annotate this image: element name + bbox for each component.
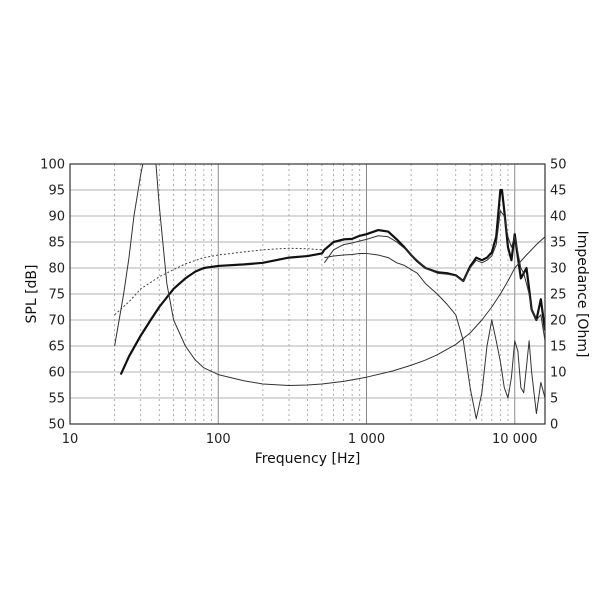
right-y-tick-label: 30 [550,262,567,277]
left-y-tick-label: 65 [48,340,65,355]
right-y-tick-label: 40 [550,210,567,225]
right-y-tick-label: 50 [550,158,567,173]
right-y-tick-label: 20 [550,314,567,329]
spl-curve-1 [323,210,545,341]
left-y-tick-label: 100 [40,158,65,173]
left-y-tick-label: 55 [48,392,65,407]
spl-curve-3 [114,247,322,316]
left-y-tick-label: 75 [48,288,65,303]
impedance-curve-4 [114,164,545,387]
right-y-tick-label: 35 [550,236,567,251]
spl-curve-2 [324,252,545,420]
right-y-tick-label: 10 [550,366,567,381]
right-y-axis-label: Impedance [Ohm] [574,231,590,358]
x-axis-label: Frequency [Hz] [255,451,361,467]
left-y-tick-label: 90 [48,210,65,225]
right-y-tick-label: 25 [550,288,567,303]
right-y-tick-label: 0 [550,418,558,433]
left-y-tick-label: 85 [48,236,65,251]
left-y-tick-label: 80 [48,262,65,277]
spl-curve-0 [119,188,545,376]
right-y-tick-label: 5 [550,392,558,407]
x-tick-label: 100 [206,432,231,447]
left-y-tick-label: 60 [48,366,65,381]
left-y-tick-label: 70 [48,314,65,329]
left-y-tick-label: 50 [48,418,65,433]
chart-series-layer [114,164,545,420]
left-y-tick-label: 95 [48,184,65,199]
x-tick-label: 10 000 [492,432,538,447]
tick-labels: 10 100 1 000 10 000 50 55 60 65 70 75 80 85 90 95 100 0… [40,158,566,448]
right-y-tick-label: 15 [550,340,567,355]
plot-frame [69,163,546,425]
right-y-tick-label: 45 [550,184,567,199]
x-tick-label: 1 000 [348,432,385,447]
x-tick-label: 10 [62,432,79,447]
left-y-axis-label: SPL [dB] [24,265,40,324]
